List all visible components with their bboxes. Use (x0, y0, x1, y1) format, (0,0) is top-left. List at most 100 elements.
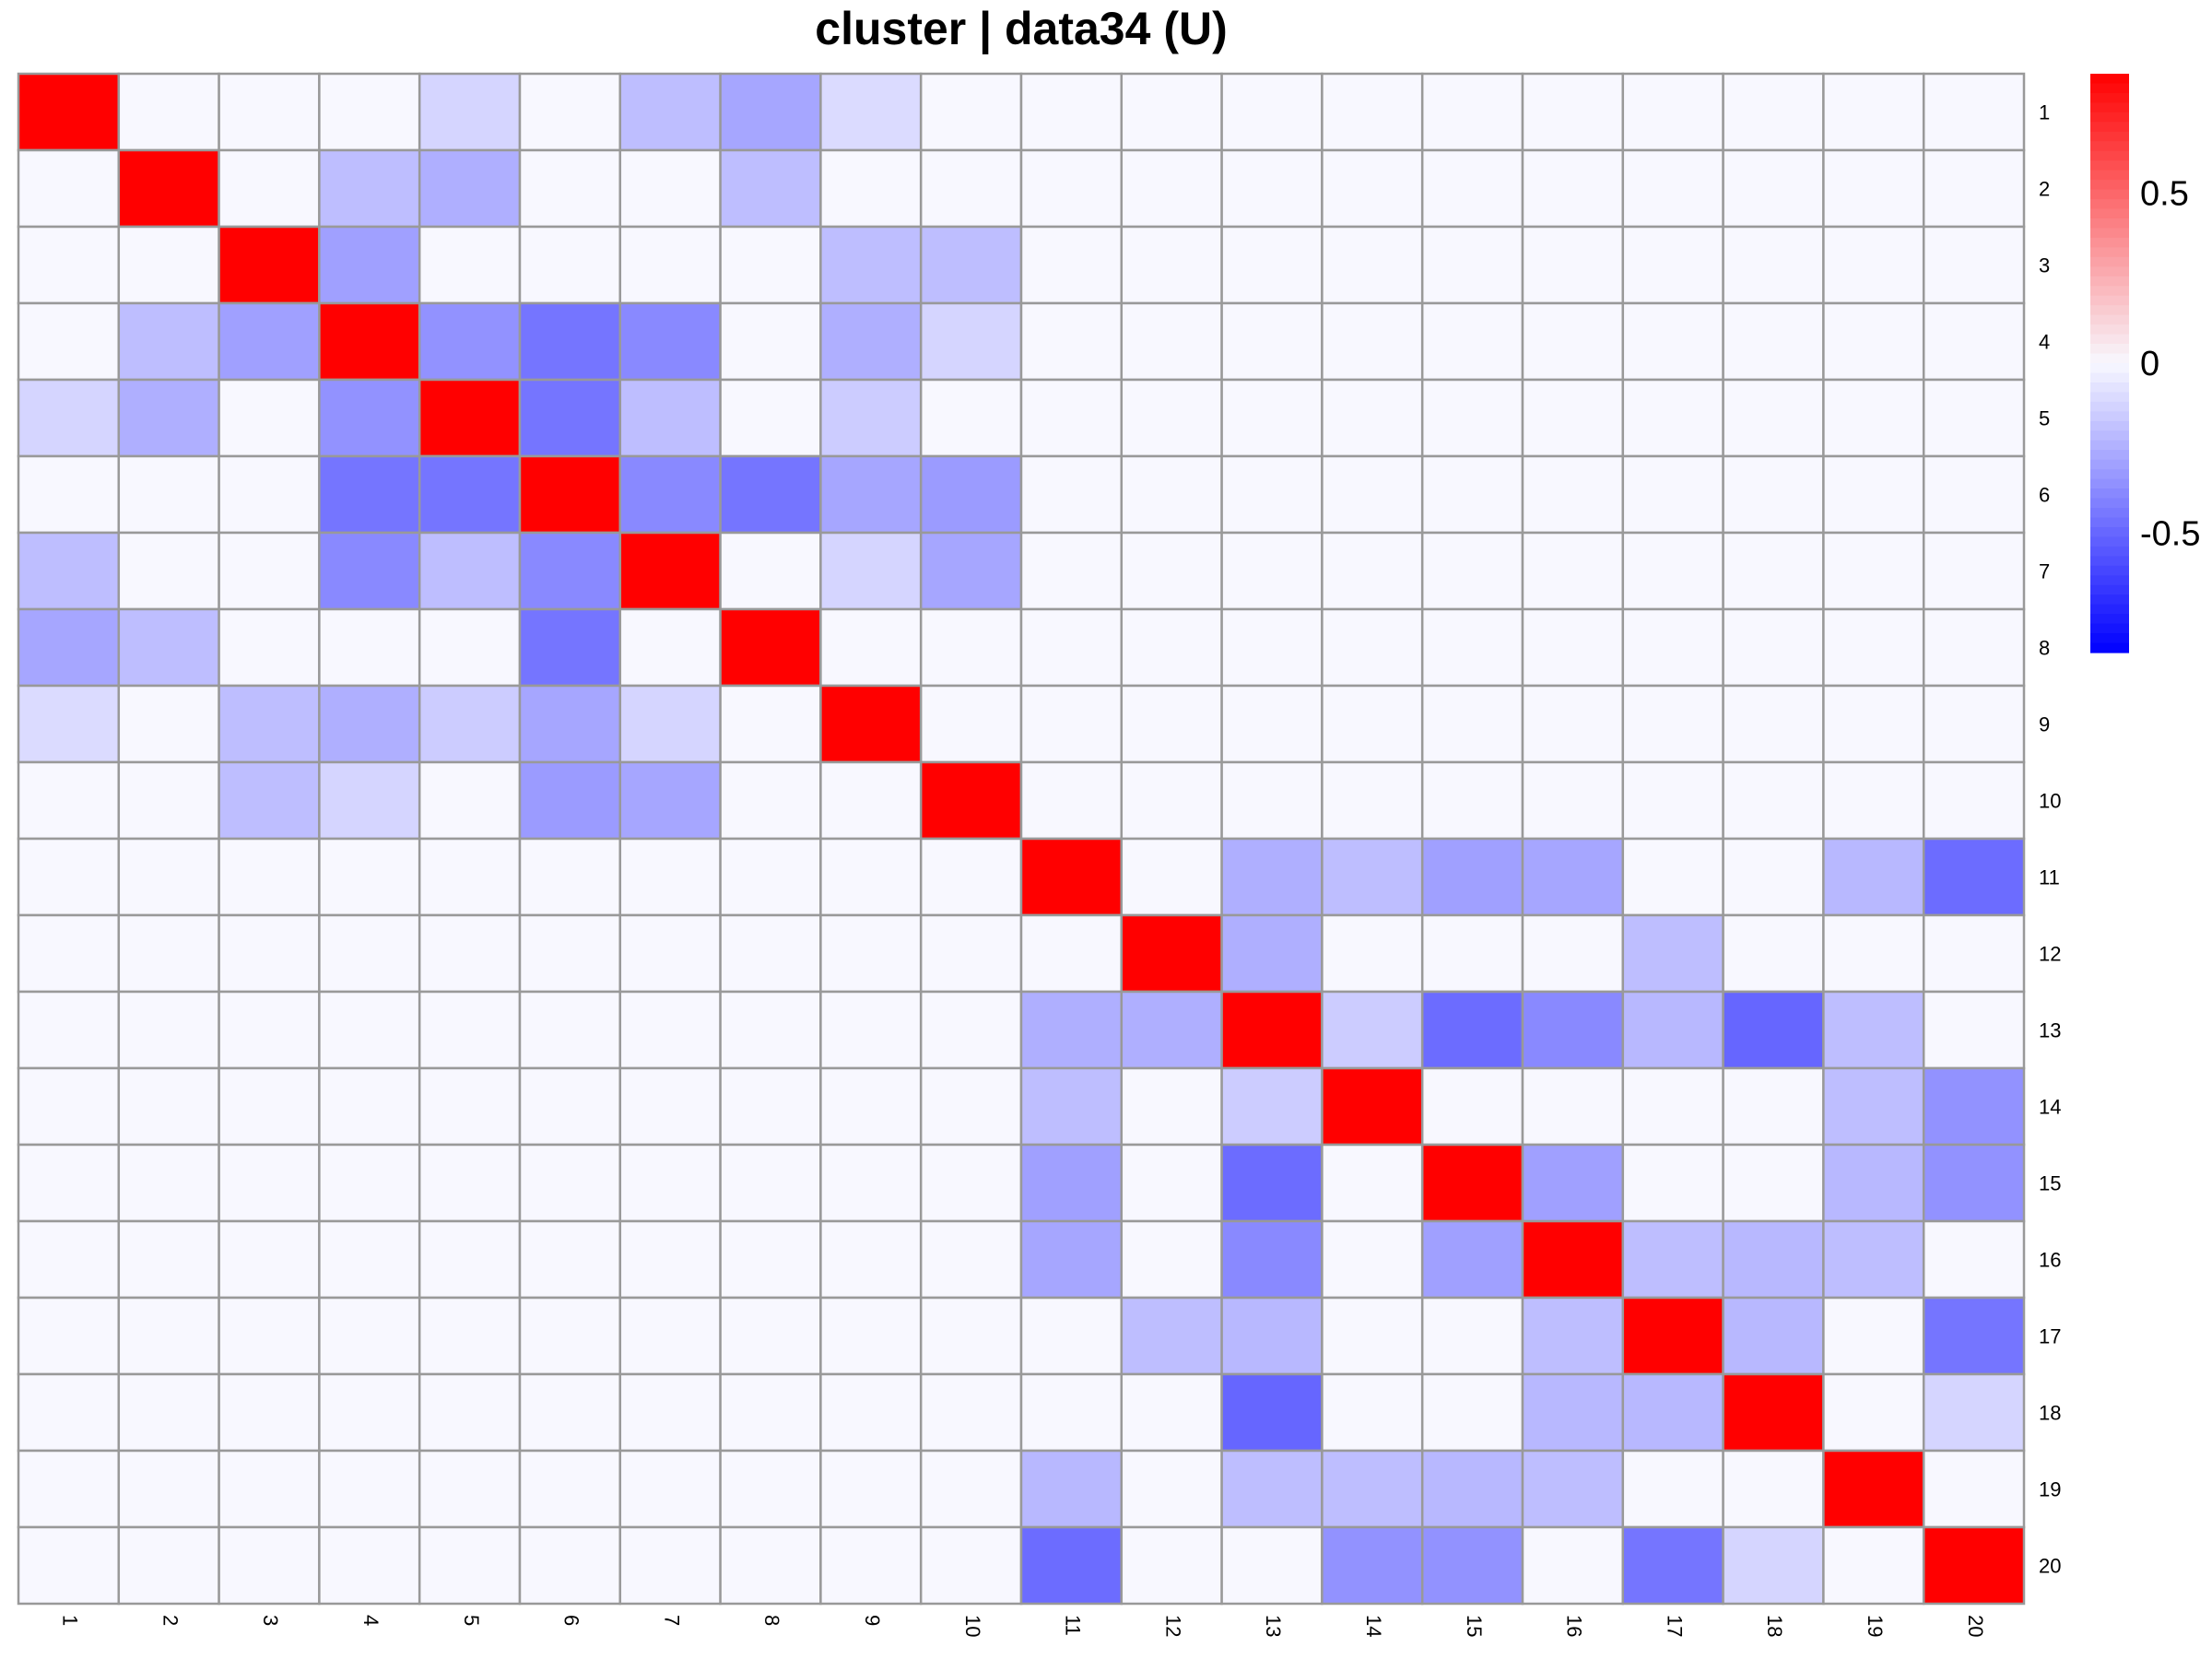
heatmap-cell-r16-c13 (1220, 1219, 1324, 1300)
heatmap-cell-r17-c14 (1321, 1296, 1424, 1376)
heatmap-cell-r19-c2 (117, 1449, 220, 1529)
heatmap-cell-r9-c15 (1420, 684, 1524, 764)
column-label: 4 (359, 1615, 382, 1626)
heatmap-cell-r1-c2 (117, 72, 220, 152)
heatmap-cell-r11-c12 (1120, 837, 1223, 917)
heatmap-cell-r14-c5 (418, 1066, 522, 1147)
column-label: 3 (259, 1615, 282, 1626)
heatmap-cell-r6-c3 (218, 454, 321, 535)
heatmap-cell-r8-c7 (618, 607, 722, 688)
heatmap-cell-r5-c6 (518, 378, 622, 458)
heatmap-cell-r13-c12 (1120, 990, 1223, 1070)
heatmap-cell-r9-c19 (1822, 684, 1925, 764)
legend-tick-label: 0 (2140, 345, 2159, 383)
heatmap-cell-r1-c1 (17, 72, 121, 152)
heatmap-cell-r11-c15 (1420, 837, 1524, 917)
heatmap-cell-r2-c20 (1922, 148, 2026, 229)
heatmap-cell-r16-c19 (1822, 1219, 1925, 1300)
heatmap-cell-r20-c10 (919, 1525, 1023, 1606)
heatmap-cell-r11-c20 (1922, 837, 2026, 917)
heatmap-cell-r13-c11 (1019, 990, 1124, 1070)
heatmap-cell-r8-c6 (518, 607, 622, 688)
legend-swatch (2090, 150, 2129, 161)
heatmap-cell-r20-c20 (1922, 1525, 2026, 1606)
legend-swatch (2090, 584, 2129, 595)
heatmap-cell-r8-c17 (1621, 607, 1724, 688)
heatmap-cell-r11-c9 (819, 837, 923, 917)
heatmap-cell-r1-c12 (1120, 72, 1223, 152)
heatmap-cell-r10-c16 (1521, 760, 1625, 841)
heatmap-cell-r19-c15 (1420, 1449, 1524, 1529)
heatmap-cell-r4-c8 (719, 301, 822, 382)
heatmap-cell-r17-c11 (1019, 1296, 1124, 1376)
heatmap-cell-r17-c8 (719, 1296, 822, 1376)
heatmap-cell-r8-c3 (218, 607, 321, 688)
legend-tick-label: 0.5 (2140, 174, 2189, 213)
legend-swatch (2090, 218, 2129, 229)
heatmap-cell-r2-c19 (1822, 148, 1925, 229)
heatmap-cell-r6-c10 (919, 454, 1023, 535)
legend-swatch (2090, 266, 2129, 277)
heatmap-cell-r13-c1 (17, 990, 121, 1070)
heatmap-cell-r12-c4 (318, 913, 421, 994)
heatmap-cell-r7-c15 (1420, 531, 1524, 611)
heatmap-cell-r20-c3 (218, 1525, 321, 1606)
legend-swatch (2090, 74, 2129, 85)
heatmap-cell-r2-c17 (1621, 148, 1724, 229)
heatmap-cell-r11-c14 (1321, 837, 1424, 917)
heatmap-cell-r20-c9 (819, 1525, 923, 1606)
heatmap-cell-r17-c6 (518, 1296, 622, 1376)
heatmap-cell-r17-c3 (218, 1296, 321, 1376)
heatmap-cell-r12-c10 (919, 913, 1023, 994)
heatmap-cell-r14-c4 (318, 1066, 421, 1147)
heatmap-cell-r13-c2 (117, 990, 220, 1070)
heatmap-cell-r6-c16 (1521, 454, 1625, 535)
heatmap-cell-r2-c11 (1019, 148, 1124, 229)
heatmap-cell-r4-c20 (1922, 301, 2026, 382)
legend-swatch (2090, 575, 2129, 586)
heatmap-cell-r7-c10 (919, 531, 1023, 611)
heatmap-cell-r20-c6 (518, 1525, 622, 1606)
legend-swatch (2090, 392, 2129, 403)
heatmap-cell-r9-c10 (919, 684, 1023, 764)
heatmap-cell-r12-c6 (518, 913, 622, 994)
legend-swatch (2090, 199, 2129, 210)
heatmap-cell-r1-c8 (719, 72, 822, 152)
heatmap-cell-r17-c16 (1521, 1296, 1625, 1376)
heatmap-cell-r5-c16 (1521, 378, 1625, 458)
heatmap-cell-r6-c13 (1220, 454, 1324, 535)
heatmap-cell-r11-c3 (218, 837, 321, 917)
heatmap-cell-r15-c15 (1420, 1143, 1524, 1223)
legend-swatch (2090, 594, 2129, 606)
heatmap-cell-r15-c14 (1321, 1143, 1424, 1223)
heatmap-cell-r2-c6 (518, 148, 622, 229)
column-label: 20 (1964, 1615, 1987, 1637)
heatmap-cell-r1-c10 (919, 72, 1023, 152)
legend-swatch (2090, 536, 2129, 547)
heatmap-cell-r12-c12 (1120, 913, 1223, 994)
heatmap-cell-r18-c6 (518, 1372, 622, 1453)
column-label: 8 (760, 1615, 783, 1626)
legend-swatch (2090, 623, 2129, 634)
heatmap-cell-r2-c1 (17, 148, 121, 229)
heatmap-cell-r9-c4 (318, 684, 421, 764)
heatmap-cell-r13-c10 (919, 990, 1023, 1070)
heatmap-cell-r10-c12 (1120, 760, 1223, 841)
heatmap-cell-r6-c5 (418, 454, 522, 535)
heatmap-cell-r12-c17 (1621, 913, 1724, 994)
heatmap-cell-r18-c5 (418, 1372, 522, 1453)
heatmap-cell-r8-c4 (318, 607, 421, 688)
heatmap-cell-r19-c10 (919, 1449, 1023, 1529)
heatmap-cell-r6-c7 (618, 454, 722, 535)
column-label: 12 (1161, 1615, 1184, 1637)
heatmap-cell-r20-c18 (1722, 1525, 1825, 1606)
heatmap-cell-r18-c3 (218, 1372, 321, 1453)
heatmap-cell-r20-c4 (318, 1525, 421, 1606)
heatmap-cell-r16-c20 (1922, 1219, 2026, 1300)
heatmap-cell-r17-c1 (17, 1296, 121, 1376)
heatmap-cell-r20-c2 (117, 1525, 220, 1606)
heatmap-cell-r6-c9 (819, 454, 923, 535)
heatmap-cell-r3-c8 (719, 225, 822, 305)
heatmap-cell-r8-c5 (418, 607, 522, 688)
heatmap-cell-r5-c3 (218, 378, 321, 458)
